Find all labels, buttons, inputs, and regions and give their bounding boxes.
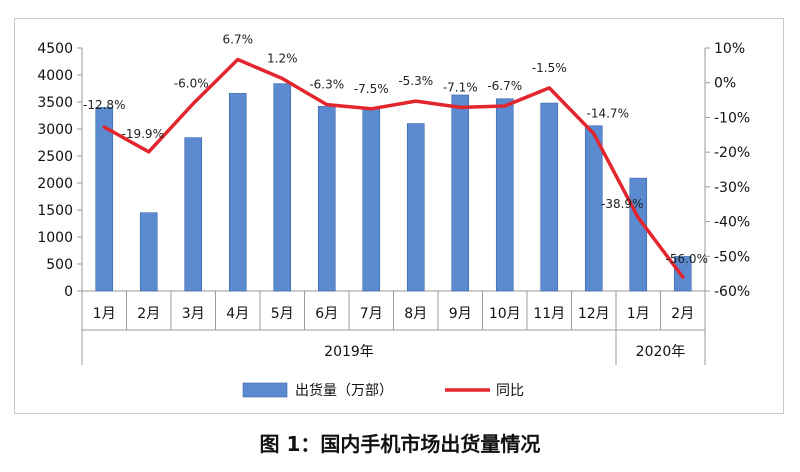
figure-caption: 图 1：国内手机市场出货量情况	[259, 432, 541, 456]
x-tick-label: 9月	[449, 306, 472, 322]
y-left-tick-label: 0	[64, 284, 73, 300]
y-right-tick-label: 0%	[714, 76, 736, 92]
data-label: -7.1%	[443, 80, 478, 94]
data-label: -6.3%	[309, 78, 344, 92]
bar	[629, 177, 648, 292]
y-right-tick-label: -30%	[714, 180, 750, 196]
y-right-tick-label: -10%	[714, 110, 750, 126]
y-right-tick-label: -40%	[714, 215, 750, 231]
x-tick-label: 6月	[315, 306, 338, 322]
legend-bar-label: 出货量（万部）	[295, 382, 393, 399]
y-left-tick-label: 3500	[37, 95, 73, 111]
data-label: -56.0%	[666, 252, 708, 266]
bar	[584, 125, 603, 292]
legend-bar-swatch	[242, 382, 288, 398]
y-right-tick-label: -50%	[714, 249, 750, 265]
data-label: -6.0%	[174, 77, 209, 91]
data-label: -6.7%	[487, 79, 522, 93]
x-tick-label: 7月	[360, 306, 383, 322]
bar	[273, 83, 292, 292]
data-label: -38.9%	[601, 197, 643, 211]
bar	[540, 102, 559, 292]
year-group-label: 2019年	[324, 344, 374, 360]
x-tick-label: 1月	[627, 306, 650, 322]
bar	[317, 106, 336, 292]
y-right-tick-label: -20%	[714, 145, 750, 161]
x-tick-label: 12月	[578, 306, 610, 322]
bar	[406, 123, 425, 292]
year-group-label: 2020年	[636, 344, 686, 360]
y-left-tick-label: 500	[46, 257, 73, 273]
bar	[184, 137, 203, 292]
data-label: 1.2%	[267, 52, 298, 66]
bar	[495, 98, 514, 292]
x-tick-label: 11月	[533, 306, 565, 322]
y-left-tick-label: 4500	[37, 41, 73, 57]
bar	[95, 107, 114, 292]
x-tick-label: 1月	[93, 306, 116, 322]
y-left-tick-label: 1500	[37, 203, 73, 219]
y-left-tick-label: 3000	[37, 122, 73, 138]
bar	[451, 94, 470, 292]
x-tick-label: 3月	[182, 306, 205, 322]
bar	[139, 212, 158, 292]
bar	[228, 93, 247, 292]
y-left-tick-label: 1000	[37, 230, 73, 246]
x-tick-label: 2月	[671, 306, 694, 322]
data-label: -1.5%	[532, 61, 567, 75]
x-tick-label: 8月	[404, 306, 427, 322]
bar	[673, 256, 692, 292]
x-tick-label: 10月	[489, 306, 521, 322]
x-tick-label: 4月	[226, 306, 249, 322]
data-label: -12.8%	[83, 98, 125, 112]
data-label: -7.5%	[354, 82, 389, 96]
data-label: -19.9%	[122, 127, 164, 141]
y-left-tick-label: 2000	[37, 176, 73, 192]
x-tick-label: 2月	[137, 306, 160, 322]
y-left-tick-label: 4000	[37, 68, 73, 84]
y-right-tick-label: -60%	[714, 284, 750, 300]
y-right-tick-label: 10%	[714, 41, 745, 57]
legend-line-label: 同比	[496, 383, 524, 399]
yoy-line	[102, 57, 685, 279]
data-label: -14.7%	[587, 107, 629, 121]
bar	[362, 108, 381, 292]
y-left-tick-label: 2500	[37, 149, 73, 165]
data-label: -5.3%	[398, 74, 433, 88]
x-tick-label: 5月	[271, 306, 294, 322]
data-label: 6.7%	[223, 32, 254, 46]
